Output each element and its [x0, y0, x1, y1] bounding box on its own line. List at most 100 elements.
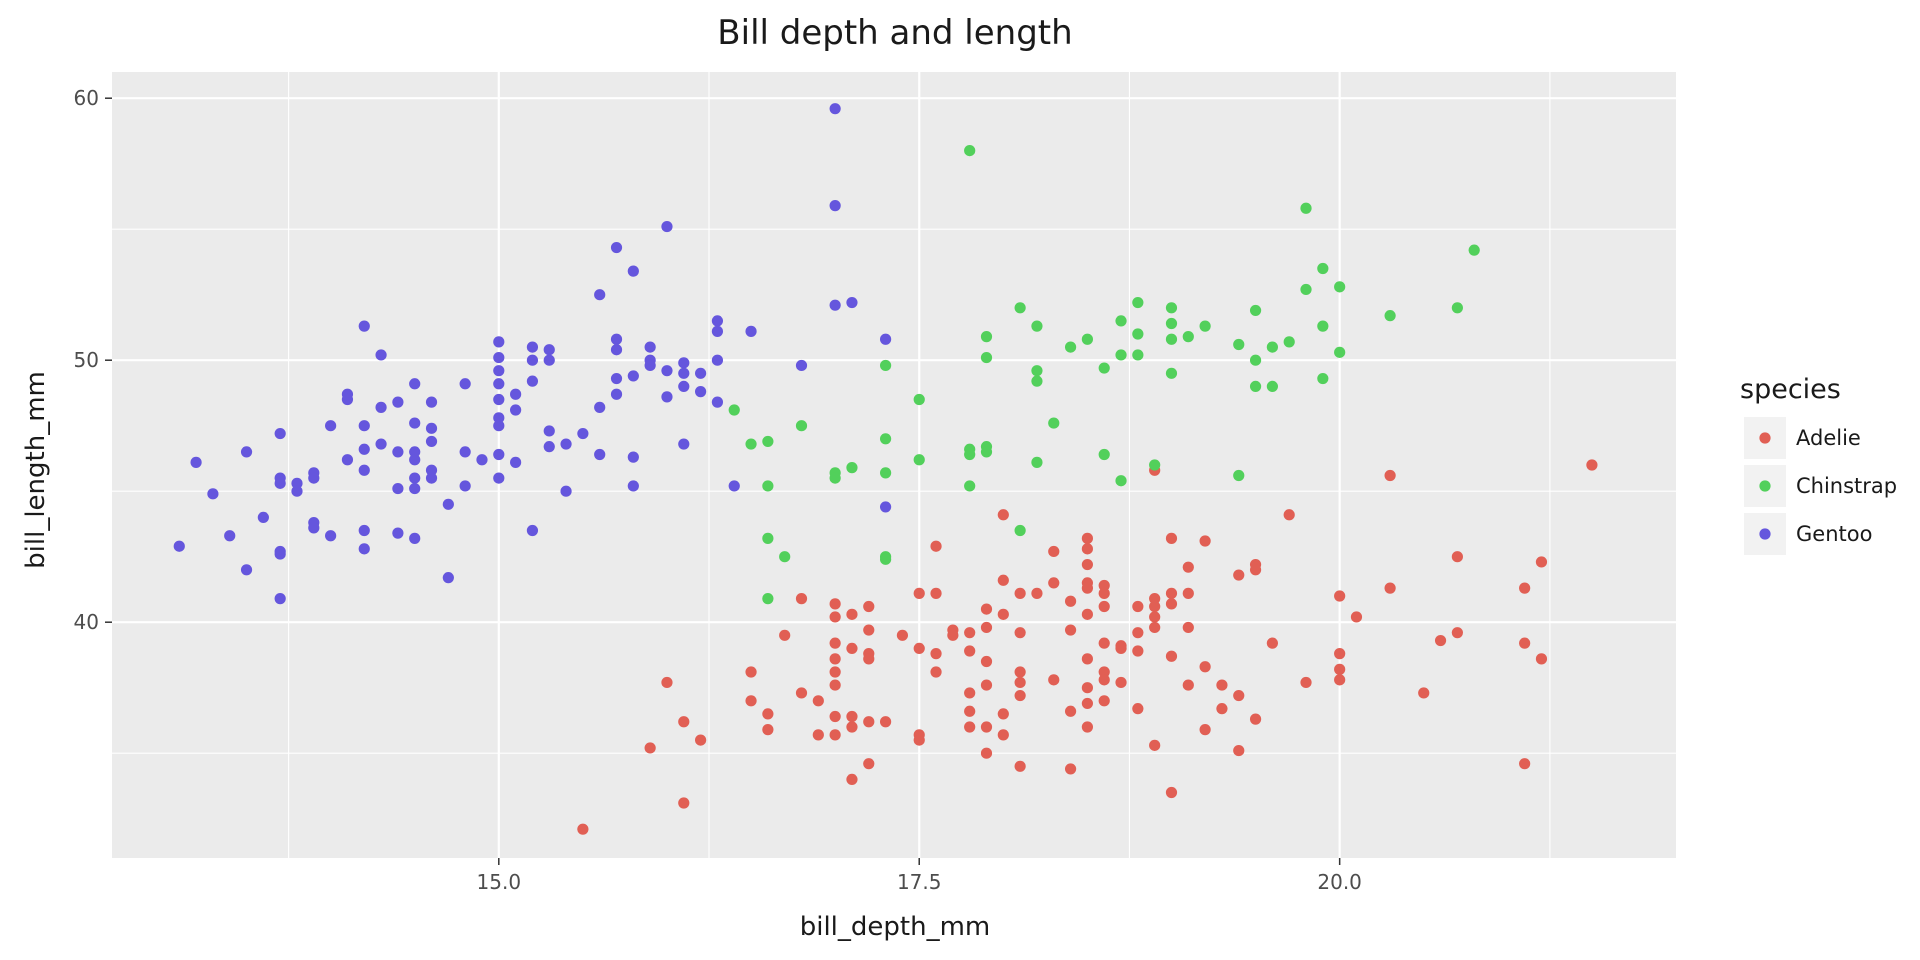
data-point-adelie [1098, 666, 1110, 678]
data-point-adelie [1182, 561, 1194, 573]
data-point-gentoo [644, 341, 656, 353]
data-point-gentoo [526, 354, 539, 366]
data-point-adelie [964, 721, 976, 733]
data-point-gentoo [594, 448, 606, 461]
data-point-chinstrap [1199, 320, 1211, 332]
data-point-chinstrap [1165, 317, 1178, 330]
data-point-gentoo [375, 401, 387, 413]
data-point-adelie [1132, 645, 1144, 657]
data-point-gentoo [459, 446, 471, 458]
data-point-chinstrap [795, 420, 808, 432]
data-point-gentoo [493, 365, 505, 377]
data-point-adelie [1115, 642, 1127, 655]
data-point-adelie [1149, 611, 1161, 623]
data-point-adelie [980, 621, 993, 634]
data-point-adelie [1064, 624, 1077, 636]
data-point-adelie [661, 676, 673, 689]
data-point-adelie [1350, 611, 1363, 623]
data-point-chinstrap [1132, 296, 1144, 309]
y-axis: 40 50 60 [74, 86, 112, 634]
data-point-adelie [1098, 579, 1110, 592]
data-point-gentoo [257, 511, 269, 523]
data-point-adelie [997, 729, 1009, 741]
legend-key-marker [1759, 528, 1771, 540]
data-point-gentoo [274, 548, 286, 560]
data-point-adelie [1149, 600, 1161, 613]
data-point-adelie [1300, 676, 1312, 689]
data-point-chinstrap [1081, 333, 1093, 345]
data-point-gentoo [425, 422, 438, 434]
data-point-adelie [1098, 674, 1110, 686]
data-point-adelie [1031, 587, 1043, 599]
data-point-adelie [1014, 760, 1026, 772]
data-point-chinstrap [879, 359, 892, 372]
data-point-gentoo [493, 393, 505, 406]
data-point-adelie [997, 708, 1009, 720]
data-point-adelie [980, 603, 993, 615]
data-point-chinstrap [980, 446, 993, 458]
data-point-adelie [1098, 637, 1110, 649]
data-point-gentoo [240, 564, 253, 576]
data-point-chinstrap [1334, 346, 1346, 358]
data-point-adelie [980, 679, 993, 691]
series-adelie [577, 459, 1598, 835]
data-point-chinstrap [745, 438, 757, 450]
data-point-chinstrap [1031, 320, 1043, 332]
data-point-gentoo [375, 349, 387, 361]
data-point-gentoo [610, 344, 623, 356]
data-point-gentoo [459, 480, 471, 492]
data-point-adelie [1216, 703, 1228, 715]
data-point-gentoo [341, 454, 354, 466]
data-point-adelie [1233, 689, 1245, 702]
data-point-adelie [863, 758, 875, 770]
data-point-chinstrap [980, 351, 993, 364]
data-point-adelie [1048, 674, 1060, 686]
data-point-chinstrap [1132, 349, 1144, 361]
data-point-chinstrap [1249, 380, 1262, 392]
data-point-chinstrap [762, 593, 774, 605]
data-point-chinstrap [1031, 365, 1043, 377]
series-chinstrap [728, 145, 1480, 605]
x-axis-title: bill_depth_mm [800, 912, 991, 942]
data-point-chinstrap [1233, 469, 1245, 482]
data-point-adelie [1216, 679, 1228, 691]
data-point-adelie [1115, 676, 1127, 689]
data-point-adelie [829, 653, 841, 665]
data-point-gentoo [409, 532, 421, 544]
data-point-chinstrap [1233, 338, 1245, 351]
data-point-adelie [1334, 590, 1346, 602]
data-point-gentoo [627, 451, 639, 463]
data-point-adelie [1199, 535, 1211, 547]
data-point-chinstrap [1098, 448, 1110, 461]
legend-items: Adelie Chinstrap Gentoo [1744, 417, 1897, 555]
data-point-chinstrap [964, 145, 976, 157]
data-point-adelie [980, 655, 993, 668]
data-point-chinstrap [1334, 281, 1346, 293]
data-point-adelie [1519, 582, 1531, 594]
data-point-adelie [1149, 621, 1161, 634]
data-point-gentoo [627, 265, 639, 277]
legend-key-marker [1759, 432, 1771, 444]
x-tick-label: 20.0 [1317, 870, 1362, 894]
data-point-chinstrap [1064, 341, 1077, 353]
data-point-adelie [1081, 543, 1093, 555]
data-point-adelie [1249, 564, 1262, 576]
data-point-chinstrap [1115, 349, 1127, 361]
data-point-gentoo [274, 427, 286, 440]
data-point-adelie [1233, 744, 1245, 757]
data-point-gentoo [308, 472, 320, 484]
data-point-gentoo [627, 370, 639, 382]
data-point-gentoo [274, 477, 286, 489]
data-point-gentoo [358, 464, 370, 476]
data-point-adelie [1081, 721, 1093, 733]
data-point-chinstrap [1048, 417, 1060, 429]
data-point-chinstrap [1249, 304, 1262, 317]
data-point-adelie [829, 666, 841, 678]
data-point-gentoo [240, 446, 253, 458]
data-point-chinstrap [980, 331, 993, 343]
data-point-gentoo [358, 524, 370, 537]
data-point-adelie [1081, 697, 1093, 710]
data-point-adelie [913, 642, 925, 655]
data-point-gentoo [442, 498, 454, 510]
data-point-adelie [795, 687, 808, 699]
